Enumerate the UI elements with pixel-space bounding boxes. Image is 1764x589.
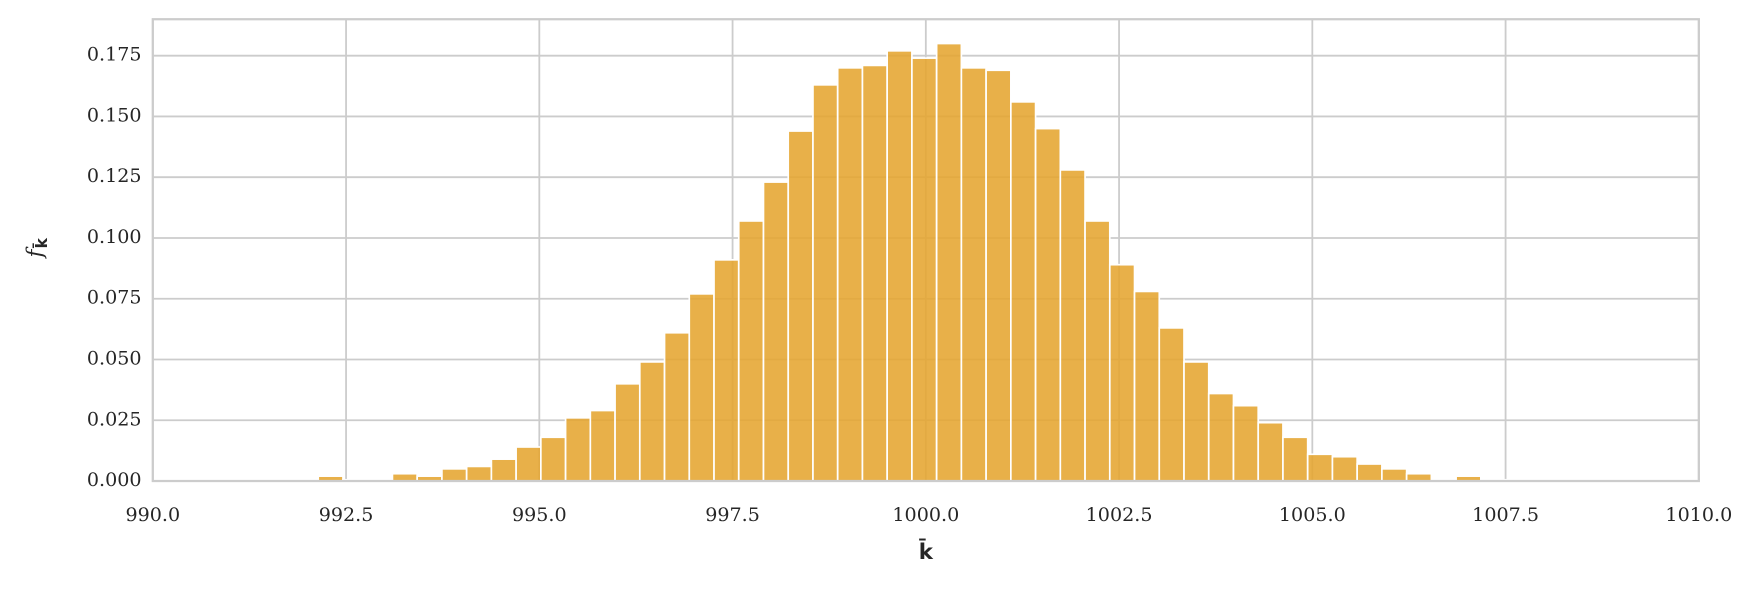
bar [1084, 220, 1111, 482]
bar [638, 361, 666, 482]
y-axis-label: f [23, 245, 48, 259]
bar [836, 66, 864, 482]
x-tick-label: 1007.5 [1472, 503, 1539, 526]
bar [762, 181, 790, 482]
y-tick-label: 0.000 [87, 468, 142, 491]
bar [1207, 392, 1235, 482]
bar [1232, 404, 1260, 482]
x-tick-label: 990.0 [125, 503, 180, 526]
x-axis-label: k̄ [919, 539, 934, 565]
bar [614, 382, 641, 482]
x-tick-label: 1002.5 [1086, 503, 1153, 526]
bar [515, 446, 542, 482]
bar [960, 66, 987, 482]
x-tick-label: 1005.0 [1279, 503, 1346, 526]
y-tick-label: 0.050 [87, 346, 142, 369]
bar [861, 64, 889, 482]
y-tick-label: 0.150 [87, 103, 142, 126]
y-tick-label: 0.175 [87, 43, 142, 66]
bar [663, 331, 691, 482]
bar [688, 293, 715, 482]
y-axis-label-group: f k̄ [23, 237, 51, 259]
bar [1282, 436, 1309, 482]
bar [1059, 169, 1086, 482]
bar [911, 57, 938, 482]
bar [490, 458, 517, 482]
bar [886, 49, 913, 482]
bar [1108, 263, 1136, 482]
bar [465, 465, 493, 482]
bar [1306, 453, 1334, 482]
y-tick-label: 0.100 [87, 225, 142, 248]
bar [1183, 361, 1210, 482]
x-tick-label: 992.5 [319, 503, 374, 526]
bar [1381, 468, 1408, 482]
bar [1034, 127, 1062, 482]
y-tick-label: 0.025 [87, 407, 142, 430]
plot-frame [151, 18, 1700, 483]
bar [812, 84, 839, 482]
bar [935, 42, 963, 482]
bar [1158, 327, 1185, 482]
bar [589, 409, 616, 482]
bar [540, 436, 567, 482]
bar [1257, 421, 1284, 482]
bar [737, 220, 765, 482]
y-tick-label: 0.125 [87, 164, 142, 187]
y-axis-label-subscript: k̄ [31, 237, 51, 248]
bars [168, 42, 1680, 482]
bar [985, 69, 1012, 482]
x-tick-label: 1010.0 [1665, 503, 1732, 526]
bar [787, 130, 814, 482]
bar [713, 258, 740, 482]
x-tick-label: 997.5 [705, 503, 760, 526]
bar [1010, 101, 1037, 482]
bar [1331, 455, 1359, 482]
bar [1356, 463, 1383, 482]
bar [441, 468, 468, 482]
bar [564, 416, 592, 482]
bar [1133, 290, 1161, 482]
x-tick-label: 995.0 [512, 503, 567, 526]
y-tick-label: 0.075 [87, 286, 142, 309]
x-tick-label: 1000.0 [892, 503, 959, 526]
